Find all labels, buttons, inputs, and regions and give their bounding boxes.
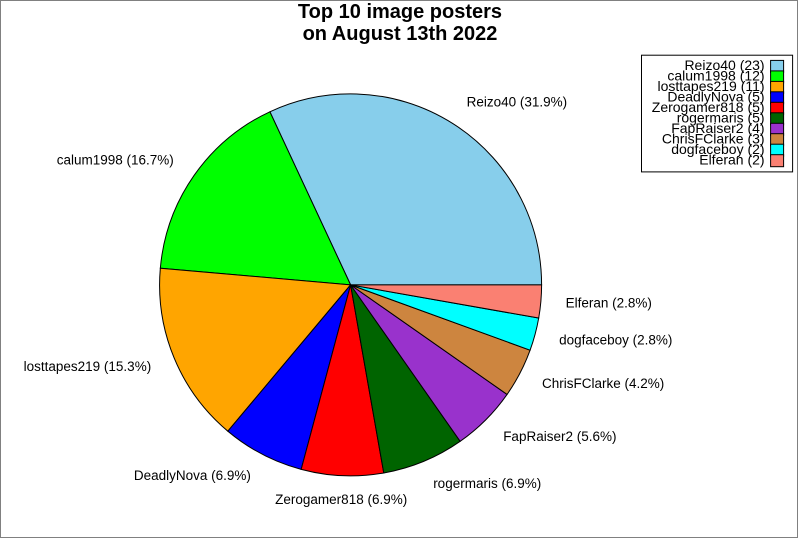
svg-text:DeadlyNova (6.9%): DeadlyNova (6.9%): [134, 468, 251, 483]
svg-text:Reizo40 (31.9%): Reizo40 (31.9%): [467, 94, 568, 109]
svg-text:Zerogamer818 (6.9%): Zerogamer818 (6.9%): [275, 492, 407, 507]
svg-text:dogfaceboy (2.8%): dogfaceboy (2.8%): [559, 332, 672, 347]
svg-text:FapRaiser2 (5.6%): FapRaiser2 (5.6%): [503, 429, 616, 444]
svg-text:Elferan (2.8%): Elferan (2.8%): [566, 295, 652, 310]
svg-text:rogermaris (6.9%): rogermaris (6.9%): [433, 476, 541, 491]
svg-text:Elferan (2): Elferan (2): [699, 151, 764, 167]
svg-text:calum1998 (16.7%): calum1998 (16.7%): [57, 153, 174, 168]
svg-text:ChrisFClarke (4.2%): ChrisFClarke (4.2%): [542, 376, 664, 391]
svg-text:losttapes219 (15.3%): losttapes219 (15.3%): [24, 359, 152, 374]
